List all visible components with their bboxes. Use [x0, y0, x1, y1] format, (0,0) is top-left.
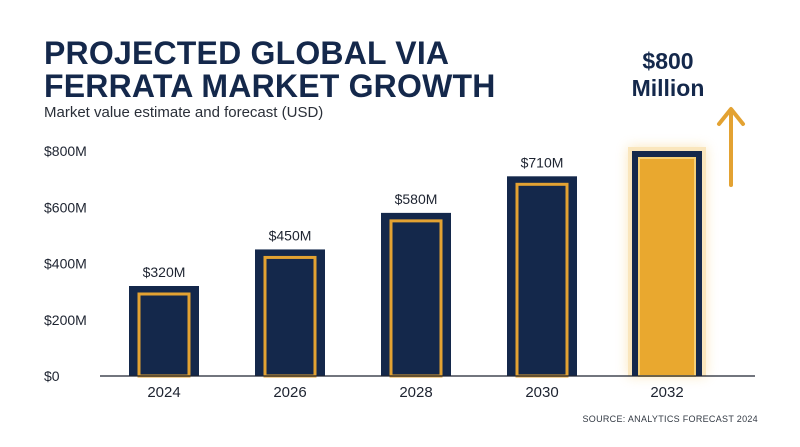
- bar-value-label: $580M: [395, 191, 438, 207]
- y-tick-label: $800M: [44, 143, 87, 159]
- chart-subtitle: Market value estimate and forecast (USD): [44, 104, 324, 121]
- chart-title-line-1: PROJECTED GLOBAL VIA: [44, 35, 450, 71]
- bars: $320M $450M $580M $710M: [129, 147, 706, 378]
- y-tick-label: $600M: [44, 199, 87, 215]
- y-axis: $0 $200M $400M $600M $800M: [44, 143, 87, 384]
- chart-title-line-2: FERRATA MARKET GROWTH: [44, 68, 496, 104]
- bar: [381, 212, 451, 376]
- bar-highlight-fill: [638, 157, 696, 377]
- x-tick-label: 2032: [650, 384, 683, 401]
- x-axis: 2024 2026 2028 2030 2032: [147, 384, 683, 401]
- highlight-value: $800: [642, 48, 694, 74]
- highlight-unit: Million: [631, 75, 705, 101]
- bar-value-label: $450M: [269, 227, 312, 243]
- up-arrow-icon: [717, 107, 745, 187]
- bar-value-label: $710M: [521, 154, 564, 170]
- bar: [255, 249, 325, 376]
- bar: [507, 176, 577, 376]
- x-tick-label: 2028: [399, 384, 432, 401]
- bar-value-label: $320M: [143, 264, 186, 280]
- x-tick-label: 2030: [525, 384, 558, 401]
- x-tick-label: 2026: [273, 384, 306, 401]
- y-tick-label: $0: [44, 368, 60, 384]
- y-tick-label: $200M: [44, 312, 87, 328]
- x-tick-label: 2024: [147, 384, 180, 401]
- bar: [129, 286, 199, 376]
- chart-title: PROJECTED GLOBAL VIA FERRATA MARKET GROW…: [44, 37, 496, 103]
- highlight-value-callout: $800 Million: [618, 48, 718, 102]
- source-note: SOURCE: ANALYTICS FORECAST 2024: [582, 414, 758, 424]
- y-tick-label: $400M: [44, 256, 87, 272]
